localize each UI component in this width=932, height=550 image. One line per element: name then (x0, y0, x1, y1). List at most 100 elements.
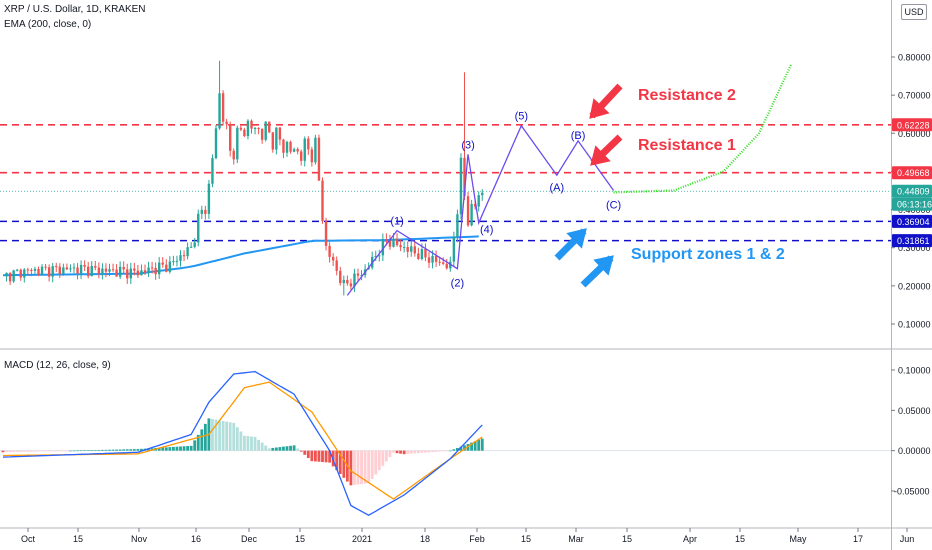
macd-histogram-bar (101, 449, 104, 451)
macd-histogram-bar (8, 450, 12, 453)
candle-body (466, 196, 470, 226)
candle-body (44, 266, 47, 268)
macd-histogram-bar (203, 423, 207, 451)
macd-histogram-bar (147, 448, 150, 451)
support-2-arrow (580, 255, 614, 288)
macd-histogram-bar (54, 450, 58, 452)
macd-histogram-bar (456, 447, 459, 451)
macd-histogram-bar (299, 450, 303, 452)
macd-histogram-bar (289, 445, 292, 451)
macd-legend[interactable]: MACD (12, 26, close, 9) (4, 360, 111, 371)
candle-body (470, 203, 473, 226)
candle-body (87, 266, 90, 277)
macd-histogram-bar (232, 422, 236, 451)
price-tag-bg[interactable] (892, 214, 932, 228)
candle-body (271, 132, 274, 150)
candle-body (324, 221, 328, 246)
candle-body (289, 141, 292, 152)
candle-body (328, 245, 331, 257)
macd-histogram-bar (473, 441, 477, 451)
macd-histogram-bar (136, 449, 140, 451)
candle-body (79, 264, 83, 274)
ema-legend[interactable]: EMA (200, close, 0) (4, 19, 92, 30)
macd-histogram-bar (182, 446, 186, 451)
price-tag-support[interactable]: 0.36904 (892, 214, 932, 228)
price-tag-label: 0.36904 (897, 217, 930, 227)
candle-body (23, 269, 26, 278)
price-tag-bg[interactable] (892, 234, 932, 248)
macd-histogram-bar (370, 450, 374, 479)
candle-body (260, 128, 264, 140)
candle-body (111, 269, 115, 271)
support-1-arrow (554, 228, 587, 261)
macd-histogram-bar (250, 436, 253, 451)
resistance-1-label: Resistance 1 (638, 137, 736, 154)
candle-body (150, 267, 154, 269)
macd-histogram-bar (239, 431, 243, 451)
candle-body (168, 261, 172, 272)
candle-body (310, 149, 314, 163)
candle-body (481, 192, 484, 196)
candle-layer (5, 60, 484, 296)
time-tick-label: 16 (191, 534, 201, 544)
price-tag-resistance[interactable]: 0.49668 (892, 166, 932, 180)
macd-histogram-bar (335, 450, 339, 471)
price-tag-bg[interactable] (892, 197, 932, 211)
candle-body (296, 149, 299, 152)
price-tag-countdown[interactable]: 06:13:16 (892, 197, 932, 211)
macd-histogram-bar (317, 450, 321, 462)
price-tick-label: 0.30000 (898, 243, 931, 253)
macd-histogram-bar (111, 449, 115, 451)
price-tag-bg[interactable] (892, 166, 932, 180)
macd-histogram-bar (221, 420, 225, 451)
price-tag-label: 0.62228 (897, 120, 930, 130)
macd-histogram-bar (306, 450, 310, 458)
candle-body (161, 262, 164, 265)
macd-histogram-bar (193, 440, 197, 451)
macd-histogram-bar (253, 436, 257, 451)
macd-histogram-bar (392, 450, 395, 453)
macd-histogram-bar (65, 450, 69, 452)
candle-body (264, 121, 267, 140)
candle-body (459, 157, 463, 215)
macd-histogram-bar (424, 450, 427, 453)
price-tag-resistance[interactable]: 0.62228 (892, 118, 932, 132)
candle-body (69, 268, 72, 270)
price-tag-support[interactable]: 0.31861 (892, 234, 932, 248)
candle-body (314, 137, 317, 163)
price-tag-bg[interactable] (892, 118, 932, 132)
candle-body (72, 267, 76, 269)
candle-body (62, 267, 65, 274)
candle-body (335, 260, 338, 271)
candle-body (26, 269, 30, 271)
price-tag-last[interactable]: 0.44809 (892, 184, 932, 198)
support-2-arrow-head (593, 255, 614, 276)
axis-layer: 0.800000.700000.600000.500000.400000.300… (21, 53, 931, 545)
macd-histogram-bar (321, 450, 324, 463)
candle-body (122, 266, 125, 270)
candle-body (285, 141, 289, 153)
candle-body (182, 255, 186, 257)
candle-body (239, 127, 243, 130)
candle-body (456, 214, 459, 237)
macd-histogram-bar (381, 450, 385, 466)
symbol-legend[interactable]: XRP / U.S. Dollar, 1D, KRAKEN (4, 4, 146, 15)
candle-body (250, 120, 253, 129)
macd-histogram-bar (243, 435, 246, 451)
macd-histogram-bar (406, 450, 410, 454)
macd-histogram-bar (413, 450, 417, 454)
tag-layer[interactable]: 0.62228 0.49668 0.44809 06:13:16 0.36904 0.31… (892, 118, 932, 248)
macd-histogram-bar (214, 419, 218, 451)
candle-body (381, 238, 385, 256)
currency-button[interactable]: USD (901, 4, 927, 20)
macd-histogram-bar (1, 450, 5, 453)
ema-200-line (2, 235, 479, 277)
price-tag-bg[interactable] (892, 184, 932, 198)
macd-histogram-bar (26, 450, 30, 452)
candle-body (158, 262, 161, 275)
macd-histogram-bar (228, 422, 232, 451)
time-tick-label: Dec (241, 534, 258, 544)
candle-body (268, 121, 271, 133)
support-zones-label: Support zones 1 & 2 (631, 246, 785, 263)
